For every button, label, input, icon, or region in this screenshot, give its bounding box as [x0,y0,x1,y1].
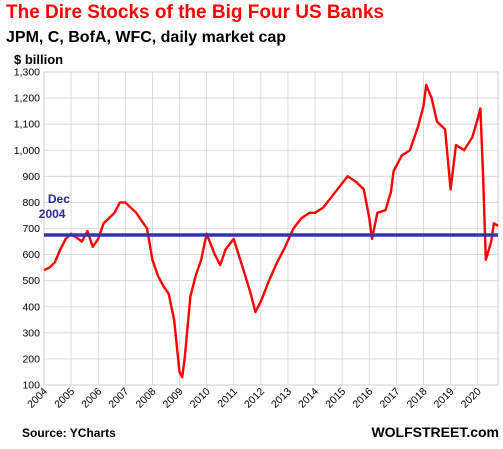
y-tick-label: 500 [22,275,40,287]
y-tick-label: 900 [22,171,40,183]
reference-label-year: 2004 [39,207,66,221]
y-tick-label: 800 [22,197,40,209]
brand-logo-text: WOLFSTREET.com [371,424,499,440]
series-line [43,83,499,379]
y-tick-label: 1,200 [14,93,40,105]
x-tick-label: 2015 [323,386,348,411]
x-tick-label: 2010 [188,386,213,411]
x-tick-label: 2017 [377,386,402,411]
x-tick-labels: 2004 2005 2006 2007 2008 2009 2010 2011 2012 2013… [25,386,484,411]
gridlines [43,71,499,386]
y-tick-labels: 100 200 300 400 500 600 700 800 900 1,000 1,100 1,2… [14,67,40,392]
chart-title: The Dire Stocks of the Big Four US Banks [6,2,384,23]
y-tick-label: 1,100 [14,119,40,131]
y-tick-label: 1,300 [14,67,40,79]
x-tick-label: 2008 [134,386,159,411]
x-tick-label: 2019 [432,386,457,411]
y-tick-label: 100 [22,380,40,392]
y-tick-label: 400 [22,301,40,313]
x-tick-label: 2006 [79,386,104,411]
y-axis-unit-label: $ billion [14,52,64,67]
x-tick-label: 2005 [52,386,77,411]
chart-subtitle: JPM, C, BofA, WFC, daily market cap [6,29,287,46]
x-tick-label: 2014 [296,386,321,411]
x-tick-label: 2016 [350,386,375,411]
y-tick-label: 700 [22,223,40,235]
y-tick-label: 600 [22,249,40,261]
x-tick-label: 2007 [106,386,131,411]
y-tick-label: 200 [22,353,40,365]
x-tick-label: 2012 [242,386,267,411]
y-tick-label: 1,000 [14,145,40,157]
source-note: Source: YCharts [22,426,116,440]
x-tick-label: 2013 [269,386,294,411]
x-tick-label: 2018 [405,386,430,411]
x-tick-label: 2011 [215,386,240,411]
series-layer [43,83,499,379]
reference-label-month: Dec [48,192,70,206]
x-tick-label: 2020 [459,386,484,411]
x-tick-label: 2009 [161,386,186,411]
y-tick-label: 300 [22,327,40,339]
